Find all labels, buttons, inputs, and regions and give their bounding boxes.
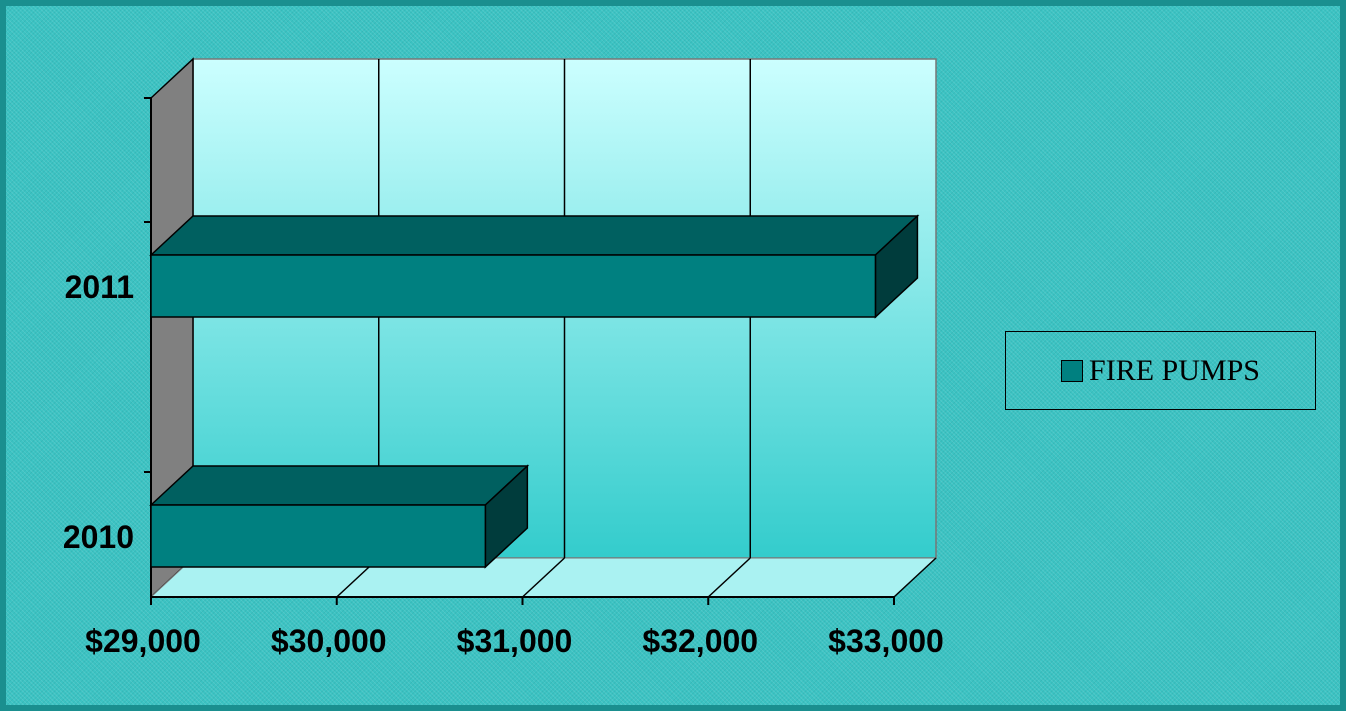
bar-top-2011 bbox=[149, 215, 920, 256]
floor-gridline-33000 bbox=[893, 557, 937, 598]
bar-front-2011 bbox=[150, 254, 877, 318]
x-tick-label-30000: $30,000 bbox=[271, 623, 387, 659]
category-label-2011: 2011 bbox=[65, 269, 134, 305]
bar-2010 bbox=[149, 464, 530, 569]
bars bbox=[149, 214, 920, 569]
x-axis-ticks: $29,000 $30,000 $31,000 $32,000 $33,000 bbox=[85, 597, 944, 659]
legend: FIRE PUMPS bbox=[1005, 331, 1316, 410]
bar-top-2010 bbox=[149, 465, 530, 506]
floor-gridline-31000 bbox=[521, 557, 566, 598]
y-axis-categories: 2010 2011 bbox=[63, 269, 134, 555]
bar-2011 bbox=[149, 214, 920, 319]
x-tick-label-33000: $33,000 bbox=[828, 623, 944, 659]
x-tick-label-32000: $32,000 bbox=[642, 623, 758, 659]
floor-gridline-32000 bbox=[707, 557, 751, 598]
category-label-2010: 2010 bbox=[63, 519, 134, 555]
bar-front-2010 bbox=[150, 504, 487, 568]
legend-label-fire-pumps: FIRE PUMPS bbox=[1089, 353, 1260, 387]
legend-swatch bbox=[1061, 359, 1084, 382]
x-tick-label-29000: $29,000 bbox=[85, 623, 201, 659]
x-tick-label-31000: $31,000 bbox=[457, 623, 573, 659]
